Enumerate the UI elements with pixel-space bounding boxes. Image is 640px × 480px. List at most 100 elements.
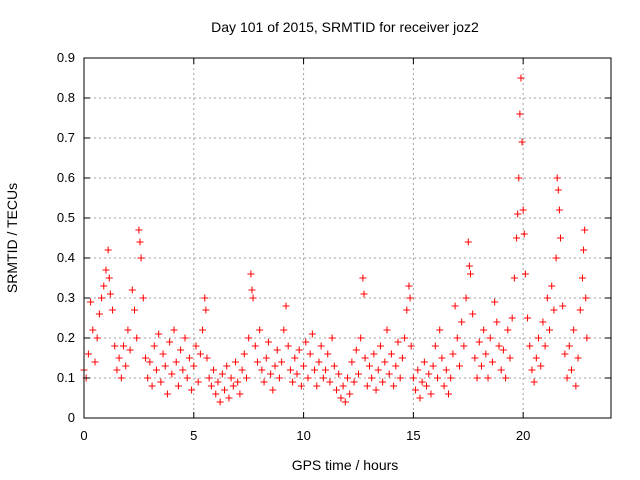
x-tick-label: 5 <box>190 428 197 443</box>
data-point <box>214 378 222 386</box>
data-point <box>102 266 110 274</box>
data-point <box>177 346 185 354</box>
data-point <box>471 354 479 362</box>
y-tick-label: 0.3 <box>57 290 75 305</box>
data-point <box>374 366 382 374</box>
data-point <box>431 342 439 350</box>
data-point <box>278 358 286 366</box>
data-point <box>157 378 165 386</box>
data-point <box>576 306 584 314</box>
data-point <box>526 342 534 350</box>
x-tick-label: 10 <box>296 428 310 443</box>
data-point <box>264 338 272 346</box>
data-point <box>84 350 92 358</box>
plot-frame <box>83 57 612 419</box>
data-point <box>170 326 178 334</box>
data-point <box>172 358 180 366</box>
data-point <box>98 294 106 302</box>
data-point <box>548 282 556 290</box>
data-point <box>348 358 356 366</box>
data-point <box>341 398 349 406</box>
data-point <box>242 374 250 382</box>
data-point <box>482 350 490 358</box>
data-point <box>418 378 426 386</box>
data-point <box>578 274 586 282</box>
data-point <box>315 358 323 366</box>
data-point <box>227 374 235 382</box>
data-point <box>232 358 240 366</box>
data-point <box>333 386 341 394</box>
data-point <box>552 254 560 262</box>
data-point <box>513 234 521 242</box>
data-point <box>442 366 450 374</box>
data-point <box>141 354 149 362</box>
data-point <box>95 310 103 318</box>
data-points <box>80 74 591 406</box>
data-point <box>221 386 229 394</box>
data-point <box>275 374 283 382</box>
data-point <box>144 374 152 382</box>
data-point <box>271 362 279 370</box>
data-point <box>229 382 237 390</box>
data-point <box>207 382 215 390</box>
data-point <box>163 390 171 398</box>
data-point <box>447 374 455 382</box>
data-point <box>192 342 200 350</box>
y-axis-label: SRMTID / TECUs <box>4 183 20 293</box>
data-point <box>258 366 266 374</box>
data-point <box>280 326 288 334</box>
data-point <box>510 274 518 282</box>
grid <box>84 58 611 418</box>
data-point <box>368 374 376 382</box>
data-point <box>554 186 562 194</box>
data-point <box>304 374 312 382</box>
data-point <box>475 338 483 346</box>
data-point <box>152 366 160 374</box>
data-point <box>537 362 545 370</box>
data-point <box>91 358 99 366</box>
data-point <box>565 342 573 350</box>
data-point <box>148 382 156 390</box>
data-point <box>484 374 492 382</box>
data-point <box>390 382 398 390</box>
data-point <box>502 374 510 382</box>
data-point <box>352 346 360 354</box>
data-point <box>210 366 218 374</box>
data-point <box>251 342 259 350</box>
data-point <box>497 366 505 374</box>
data-point <box>582 294 590 302</box>
data-point <box>434 374 442 382</box>
data-point <box>357 334 365 342</box>
data-point <box>248 286 256 294</box>
data-point <box>260 378 268 386</box>
data-point <box>440 382 448 390</box>
data-point <box>394 338 402 346</box>
data-point <box>423 382 431 390</box>
data-point <box>528 366 536 374</box>
data-point <box>137 254 145 262</box>
data-point <box>379 378 387 386</box>
data-point <box>581 226 589 234</box>
y-tick-label: 0.1 <box>57 370 75 385</box>
data-point <box>412 386 420 394</box>
data-point <box>414 366 422 374</box>
data-point <box>245 334 253 342</box>
data-point <box>516 110 524 118</box>
data-point <box>480 326 488 334</box>
data-point <box>238 366 246 374</box>
y-tick-label: 0 <box>68 410 75 425</box>
data-point <box>458 318 466 326</box>
data-point <box>330 362 338 370</box>
data-point <box>284 342 292 350</box>
data-point <box>168 370 176 378</box>
data-point <box>136 238 144 246</box>
data-point <box>477 362 485 370</box>
x-tick-label: 0 <box>80 428 87 443</box>
data-point <box>203 354 211 362</box>
data-point <box>223 362 231 370</box>
data-point <box>133 334 141 342</box>
data-point <box>150 342 158 350</box>
data-point <box>535 334 543 342</box>
data-point <box>247 270 255 278</box>
